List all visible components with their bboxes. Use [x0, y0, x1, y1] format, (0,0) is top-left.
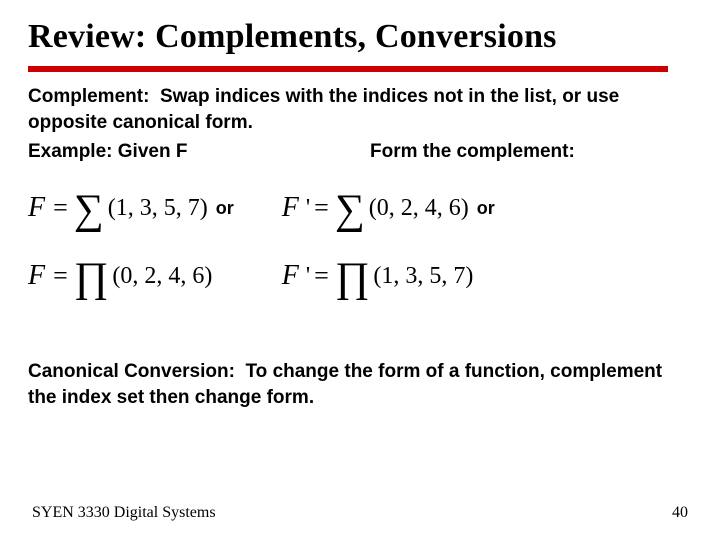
eq-args: (0, 2, 4, 6) [112, 263, 212, 290]
conversion-paragraph: Canonical Conversion: To change the form… [28, 359, 692, 410]
slide-footer: SYEN 3330 Digital Systems 40 [32, 504, 688, 522]
complement-paragraph: Complement: Swap indices with the indice… [28, 84, 692, 135]
slide-title: Review: Complements, Conversions [28, 18, 692, 56]
pi-icon: ∏ [335, 257, 370, 299]
eq-var: F [28, 192, 45, 224]
equations-left-column: F = ∑ (1, 3, 5, 7) or F = ∏ (0, 2, 4, 6) [28, 181, 234, 303]
prime-mark: ' [306, 263, 310, 290]
equation-Fprime-prod: F ' = ∏ (1, 3, 5, 7) [282, 249, 495, 303]
or-label: or [477, 198, 495, 219]
prime-mark: ' [306, 195, 310, 222]
form-complement-label: Form the complement: [370, 141, 575, 163]
eq-var: F [282, 192, 299, 224]
eq-args: (0, 2, 4, 6) [369, 195, 469, 222]
equals-sign: = [53, 193, 68, 223]
eq-var: F [282, 260, 299, 292]
complement-heading: Complement: [28, 86, 149, 107]
footer-page-number: 40 [672, 504, 688, 522]
sigma-icon: ∑ [74, 189, 104, 231]
eq-var: F [28, 260, 45, 292]
equation-Fprime-sum: F ' = ∑ (0, 2, 4, 6) or [282, 181, 495, 235]
conversion-heading: Canonical Conversion: [28, 361, 235, 382]
example-label: Example: Given F [28, 141, 348, 163]
slide: Review: Complements, Conversions Complem… [0, 0, 720, 540]
equals-sign: = [314, 261, 329, 291]
footer-course: SYEN 3330 Digital Systems [32, 504, 216, 522]
equations-right-column: F ' = ∑ (0, 2, 4, 6) or F ' = ∏ (1, 3, 5, … [282, 181, 495, 303]
equals-sign: = [53, 261, 68, 291]
equations-block: F = ∑ (1, 3, 5, 7) or F = ∏ (0, 2, 4, 6)… [28, 181, 692, 303]
equals-sign: = [314, 193, 329, 223]
title-divider [28, 66, 668, 72]
example-header-row: Example: Given F Form the complement: [28, 141, 692, 163]
pi-icon: ∏ [74, 257, 109, 299]
eq-args: (1, 3, 5, 7) [108, 195, 208, 222]
sigma-icon: ∑ [335, 189, 365, 231]
or-label: or [216, 198, 234, 219]
eq-args: (1, 3, 5, 7) [373, 263, 473, 290]
equation-F-prod: F = ∏ (0, 2, 4, 6) [28, 249, 234, 303]
body-section: Complement: Swap indices with the indice… [28, 84, 692, 411]
equation-F-sum: F = ∑ (1, 3, 5, 7) or [28, 181, 234, 235]
